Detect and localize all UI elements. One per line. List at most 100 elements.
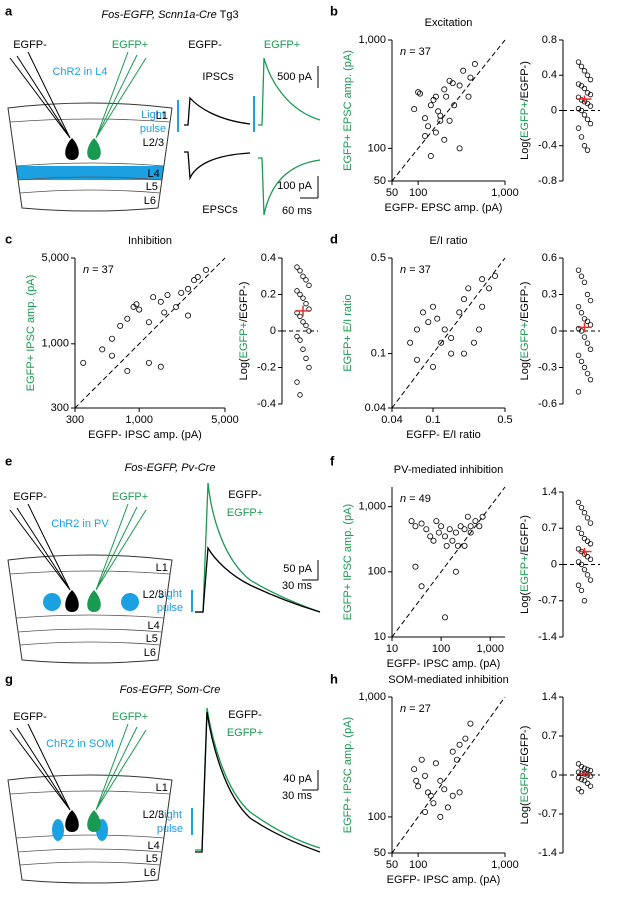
scale-label: 40 pA: [283, 773, 312, 785]
label-part: EGFP+: [519, 322, 531, 358]
layer-label: L5: [146, 853, 158, 865]
data-point: [461, 350, 468, 357]
data-point: [581, 68, 588, 74]
data-point: [492, 272, 499, 279]
data-point: [448, 335, 455, 342]
data-point: [584, 780, 591, 787]
layer-label: L6: [144, 195, 156, 207]
layer-label: L5: [146, 181, 158, 193]
data-point: [584, 90, 591, 96]
opsin-label: ChR2 in PV: [51, 518, 109, 530]
panel-label: f: [330, 453, 335, 468]
data-point: [479, 303, 486, 310]
data-point: [575, 775, 582, 781]
data-point: [584, 72, 591, 78]
y-tick-label: 0.5: [371, 252, 386, 264]
row-label: IPSCs: [202, 71, 234, 83]
stimulus-label: Light: [158, 809, 182, 821]
layer-line: [9, 118, 171, 123]
traces: [191, 482, 321, 613]
data-point: [415, 89, 422, 96]
x-axis-label: EGFP- IPSC amp. (pA): [387, 658, 501, 670]
x-axis-label: EGFP- IPSC amp. (pA): [387, 874, 501, 886]
slice-outline: [7, 774, 173, 884]
data-point: [194, 274, 201, 281]
data-point: [415, 783, 422, 790]
data-point: [464, 513, 471, 520]
y-tick-label: 0.7: [542, 730, 557, 742]
data-point: [437, 112, 444, 119]
data-point: [584, 291, 591, 298]
data-point: [303, 322, 309, 329]
layer-line: [19, 641, 161, 646]
data-point: [587, 121, 594, 127]
x-axis-label: EGFP- IPSC amp. (pA): [88, 429, 202, 441]
data-point: [584, 572, 591, 578]
data-point: [456, 82, 463, 89]
y-axis-label: EGFP+ IPSC amp. (pA): [342, 504, 354, 620]
electrode: [9, 723, 71, 811]
data-point: [575, 559, 582, 565]
annotation: n = 37: [400, 264, 431, 276]
data-point: [435, 529, 442, 536]
data-point: [412, 563, 419, 570]
traces: [177, 57, 321, 216]
data-point: [461, 526, 468, 533]
slice-outline: [7, 554, 173, 664]
data-point: [479, 276, 486, 283]
electrode-label: EGFP-: [13, 39, 47, 51]
legend-entry: EGFP+: [227, 507, 263, 519]
electrode: [95, 51, 147, 139]
y-tick-label: 1.4: [542, 486, 557, 498]
x-tick-label: 1,000: [491, 859, 519, 871]
data-point: [456, 789, 463, 796]
data-point: [300, 346, 306, 352]
data-point: [300, 273, 306, 279]
y-tick-label: -0.3: [538, 361, 557, 373]
y-tick-label: 0: [551, 558, 557, 570]
layer-label: L4: [148, 840, 160, 852]
column-label: EGFP+: [264, 39, 300, 51]
label-part: /EGFP-): [519, 726, 531, 766]
y-tick-label: 0.7: [542, 522, 557, 534]
y-axis-label: Log(EGFP+/EGFP-): [519, 515, 531, 614]
y-tick-label: 0.8: [542, 34, 557, 46]
electrode: [95, 723, 147, 811]
y-axis-label: Log(EGFP+/EGFP-): [519, 282, 531, 381]
y-axis-label: Log(EGFP+/EGFP-): [519, 726, 531, 825]
annotation-part: n: [400, 46, 406, 58]
data-point: [422, 808, 429, 815]
data-point: [446, 526, 453, 533]
label-part: EGFP+: [238, 322, 250, 358]
data-point: [479, 513, 486, 520]
data-point: [472, 518, 479, 525]
data-point: [587, 91, 594, 98]
panel-title: Fos-EGFP, Som-Cre: [120, 684, 221, 696]
data-point: [108, 352, 115, 359]
data-point: [575, 81, 582, 87]
layer-line: [18, 848, 162, 853]
neuron: [87, 810, 101, 832]
data-point: [575, 267, 582, 273]
data-point: [303, 277, 309, 283]
data-point: [456, 309, 463, 316]
identity-line: [391, 257, 506, 409]
row-label: EPSCs: [202, 204, 238, 216]
panel-label: g: [5, 671, 13, 686]
label-part: EGFP+: [519, 555, 531, 591]
data-point: [108, 335, 115, 342]
data-point: [584, 515, 591, 521]
data-point: [432, 93, 439, 100]
layer-line: [19, 189, 161, 194]
data-point: [584, 554, 591, 560]
label-part: Log(: [519, 592, 531, 614]
data-point: [412, 523, 419, 530]
data-point: [581, 765, 588, 772]
y-tick-label: 1,000: [358, 501, 386, 513]
y-tick-label: 0.2: [261, 288, 276, 300]
label-part: /EGFP-): [519, 282, 531, 322]
